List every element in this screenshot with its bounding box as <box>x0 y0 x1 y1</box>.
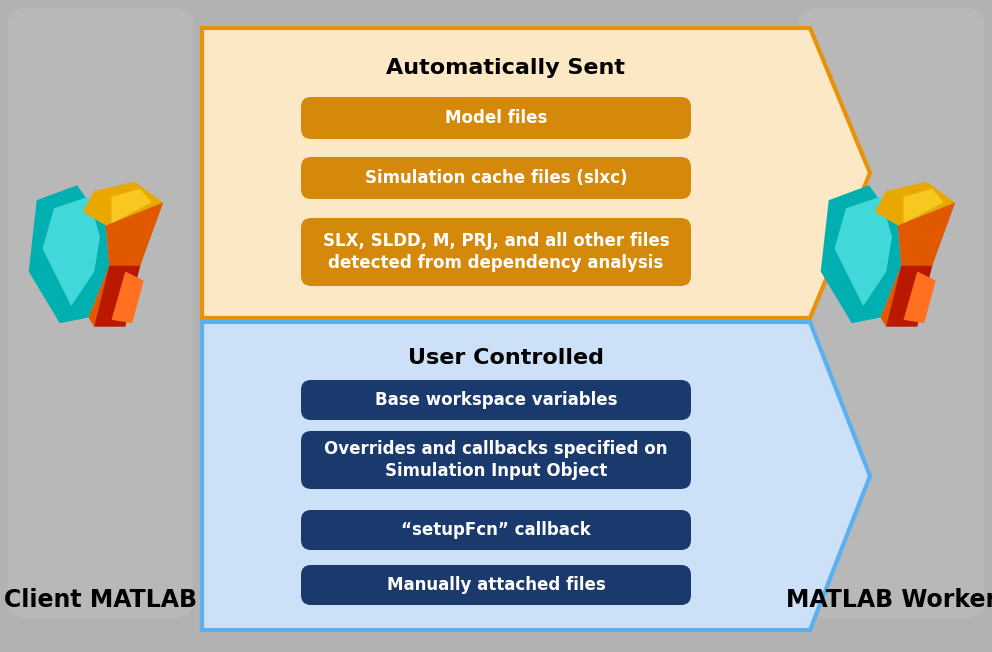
Polygon shape <box>43 197 100 306</box>
Text: Simulation cache files (slxc): Simulation cache files (slxc) <box>365 169 627 187</box>
FancyBboxPatch shape <box>301 510 691 550</box>
Text: User Controlled: User Controlled <box>408 348 604 368</box>
Polygon shape <box>88 203 164 327</box>
Polygon shape <box>111 188 152 223</box>
Polygon shape <box>904 271 935 323</box>
Text: Overrides and callbacks specified on
Simulation Input Object: Overrides and callbacks specified on Sim… <box>324 440 668 480</box>
Text: Base workspace variables: Base workspace variables <box>375 391 617 409</box>
FancyBboxPatch shape <box>301 565 691 605</box>
Text: Automatically Sent: Automatically Sent <box>387 58 626 78</box>
Text: Client MATLAB: Client MATLAB <box>4 588 196 612</box>
Polygon shape <box>820 185 901 323</box>
FancyBboxPatch shape <box>301 157 691 199</box>
Text: Model files: Model files <box>444 109 548 127</box>
Polygon shape <box>111 271 144 323</box>
Polygon shape <box>875 182 955 226</box>
FancyBboxPatch shape <box>301 218 691 286</box>
Polygon shape <box>82 182 164 226</box>
Polygon shape <box>834 197 892 306</box>
Polygon shape <box>881 203 955 327</box>
FancyBboxPatch shape <box>301 97 691 139</box>
FancyBboxPatch shape <box>8 8 193 618</box>
Polygon shape <box>886 266 932 327</box>
Polygon shape <box>202 322 870 630</box>
Polygon shape <box>94 266 140 327</box>
Text: Manually attached files: Manually attached files <box>387 576 605 594</box>
FancyBboxPatch shape <box>301 380 691 420</box>
FancyBboxPatch shape <box>301 431 691 489</box>
Polygon shape <box>29 185 109 323</box>
Polygon shape <box>904 188 943 223</box>
Polygon shape <box>202 28 870 318</box>
FancyBboxPatch shape <box>799 8 984 618</box>
Text: MATLAB Worker: MATLAB Worker <box>787 588 992 612</box>
Text: “setupFcn” callback: “setupFcn” callback <box>401 521 591 539</box>
Text: SLX, SLDD, M, PRJ, and all other files
detected from dependency analysis: SLX, SLDD, M, PRJ, and all other files d… <box>322 232 670 272</box>
